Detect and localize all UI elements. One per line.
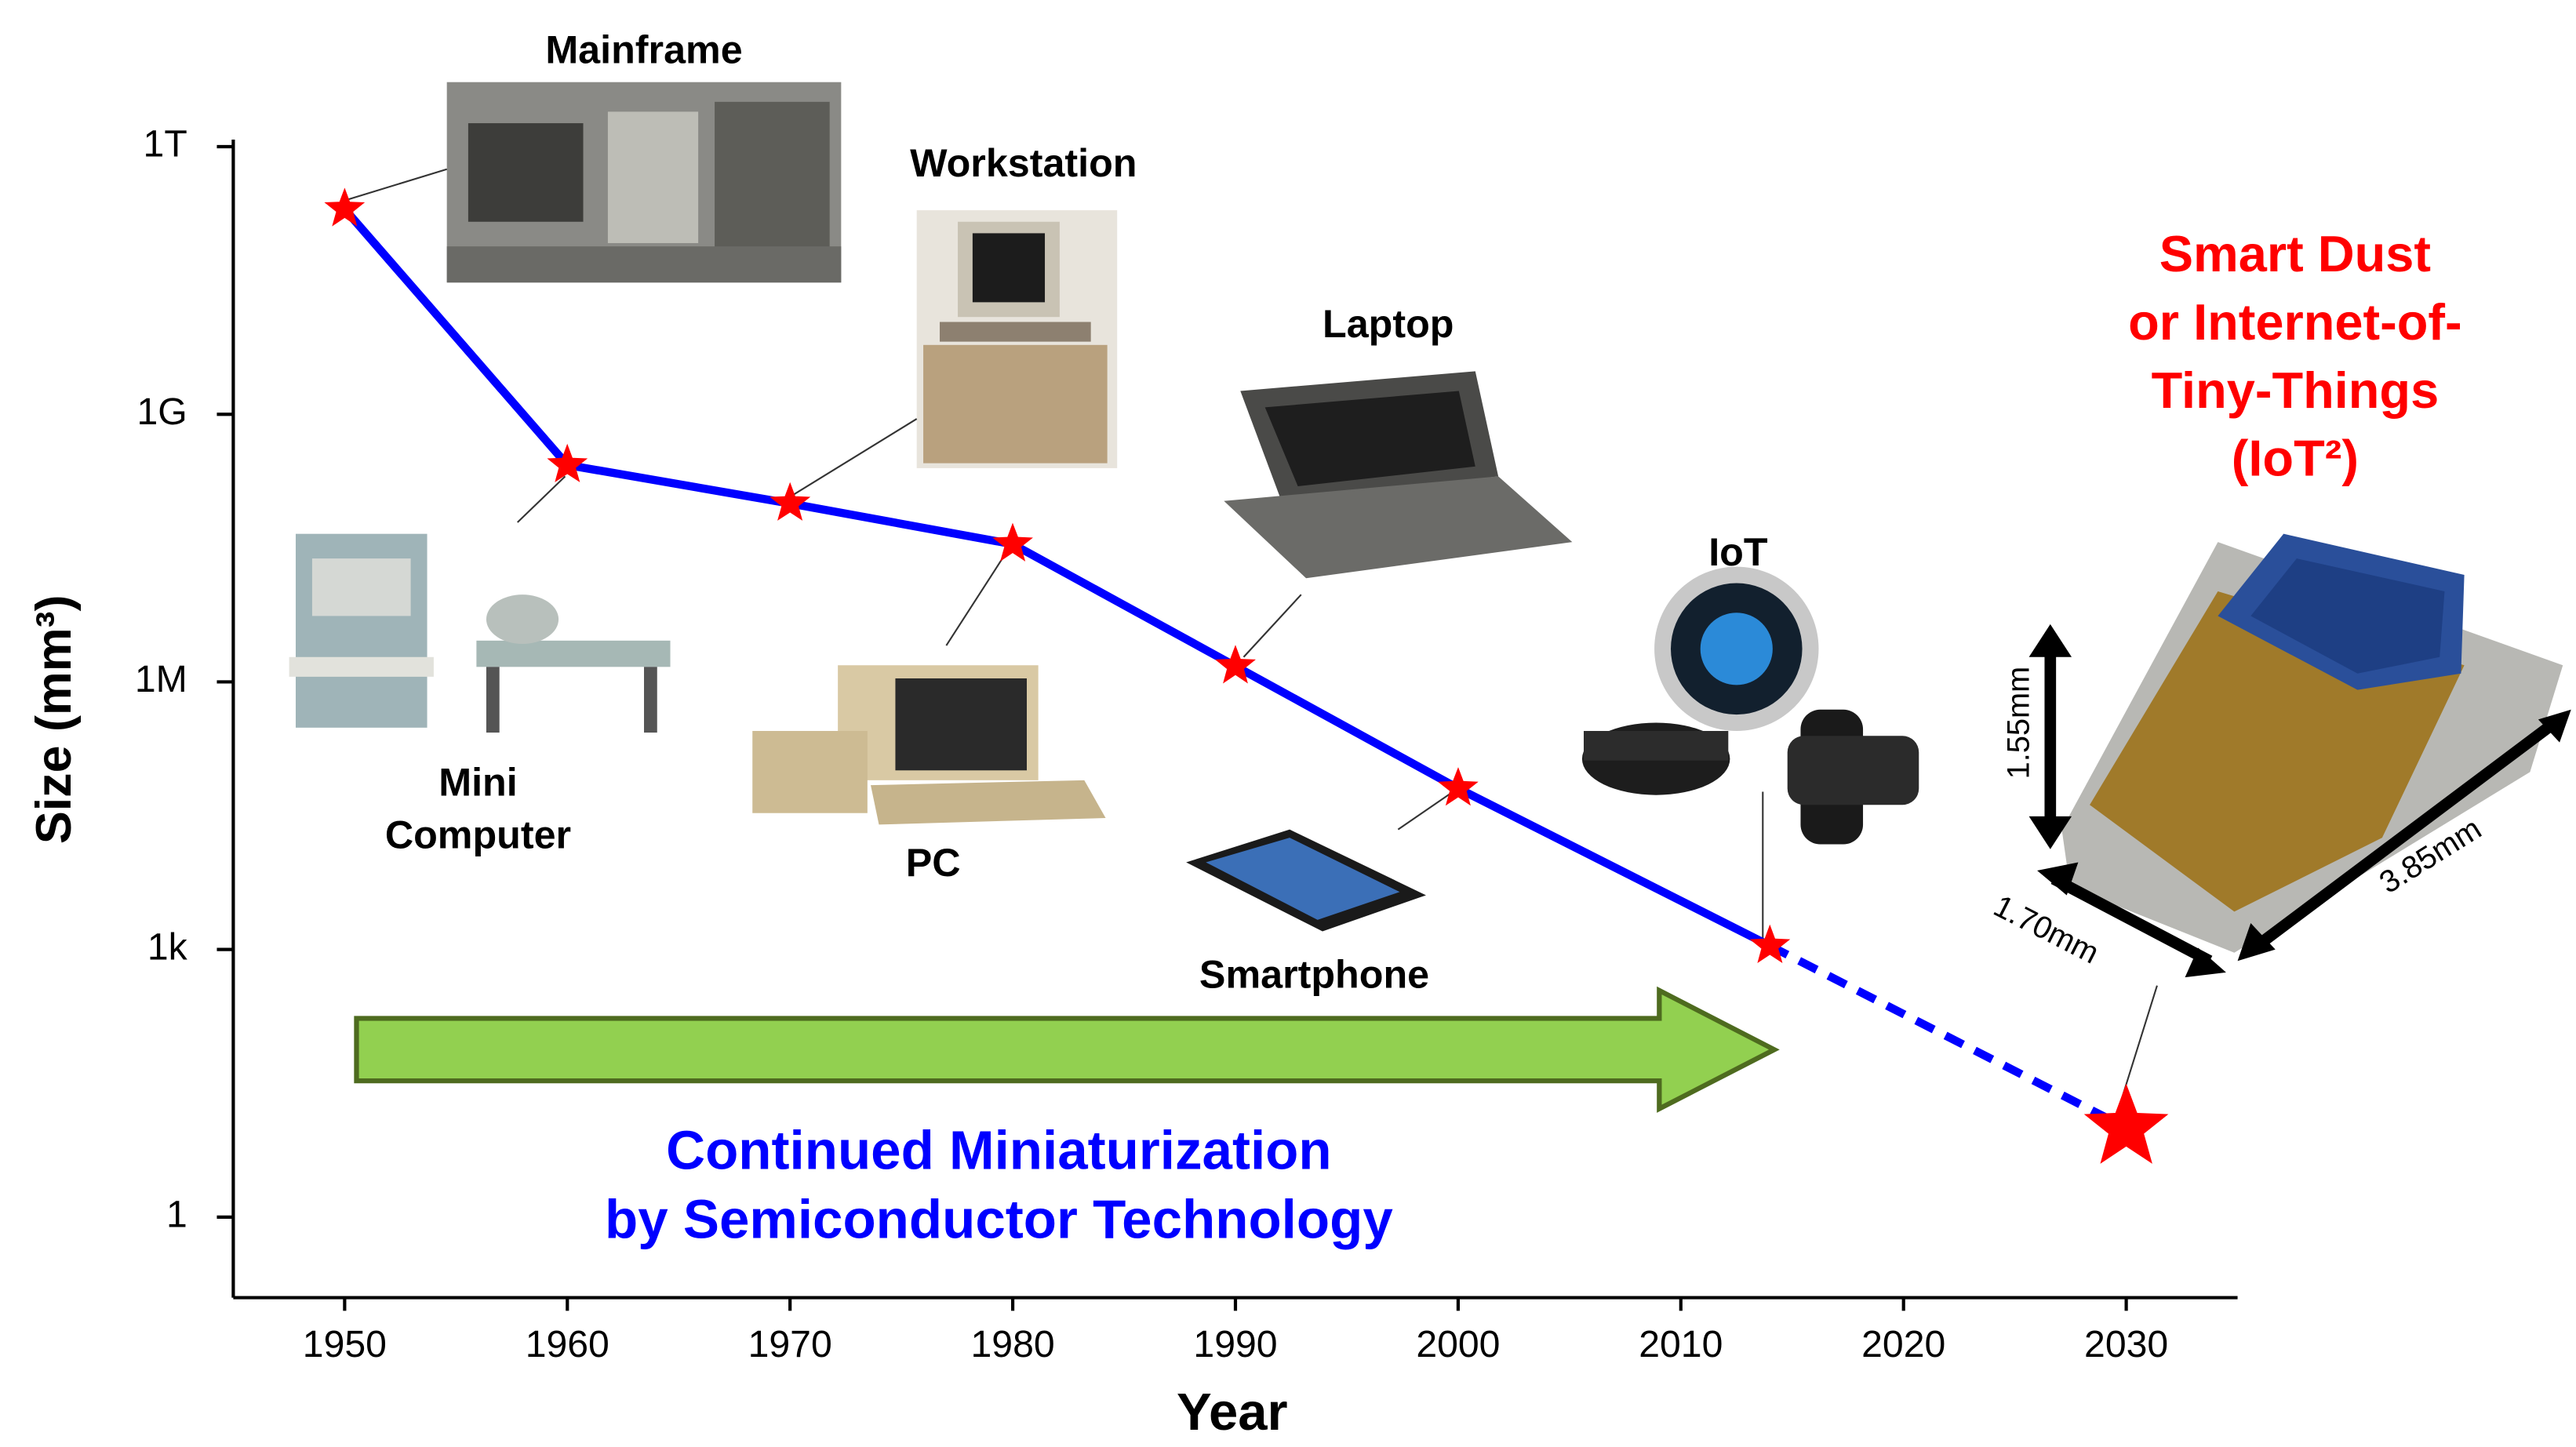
annotation: or Internet-of- [2128, 293, 2461, 351]
annotation: Mini [438, 760, 517, 804]
x-axis-label: Year [1177, 1383, 1288, 1442]
chart: Year Size (mm³) 1950 1960 1970 1980 1990 2000… [0, 0, 2576, 1447]
pc-photo [752, 665, 1105, 824]
smart-dust-photo [2061, 534, 2563, 953]
iot-photo [1582, 567, 1919, 845]
annotation: 1.55mm [2002, 667, 2036, 780]
x-tick-label: 2030 [2084, 1323, 2168, 1365]
annotation: Workstation [910, 141, 1137, 185]
y-tick-label: 1M [135, 658, 187, 700]
data-marker [2084, 1084, 2169, 1164]
annotation: by Semiconductor Technology [605, 1189, 1393, 1250]
annotation: Mainframe [545, 27, 742, 71]
mainframe-photo [447, 82, 842, 283]
annotation: Laptop [1323, 302, 1454, 346]
smartphone-photo [1186, 830, 1426, 932]
annotation: Tiny-Things [2152, 362, 2440, 419]
annotation: IoT [1708, 530, 1768, 574]
annotation: Smartphone [1199, 952, 1429, 996]
workstation-photo [917, 210, 1118, 468]
x-tick-label: 2000 [1416, 1323, 1500, 1365]
annotation: Smart Dust [2159, 225, 2431, 282]
annotation: PC [906, 841, 961, 885]
annotation: (IoT²) [2232, 430, 2359, 487]
annotation: Continued Miniaturization [666, 1120, 1331, 1181]
trend-arrow [356, 991, 1774, 1109]
page: Year Size (mm³) 1950 1960 1970 1980 1990 2000… [0, 0, 2576, 1447]
y-tick-label: 1k [147, 925, 188, 968]
laptop-photo [1224, 371, 1572, 578]
y-tick-label: 1 [166, 1194, 187, 1236]
x-tick-label: 1990 [1193, 1323, 1277, 1365]
chart-area: Year Size (mm³) 1950 1960 1970 1980 1990 2000… [27, 27, 2571, 1442]
y-tick-label: 1G [137, 391, 187, 433]
x-tick-label: 2010 [1639, 1323, 1723, 1365]
x-tick-label: 1960 [526, 1323, 609, 1365]
x-tick-label: 2020 [1861, 1323, 1945, 1365]
annotation: Computer [385, 813, 571, 856]
x-tick-label: 1980 [971, 1323, 1055, 1365]
x-tick-label: 1970 [748, 1323, 832, 1365]
series-line [1770, 946, 2126, 1128]
mini-computer-photo [289, 534, 671, 733]
x-tick-label: 1950 [303, 1323, 387, 1365]
y-axis-label: Size (mm³) [27, 595, 82, 845]
y-tick-label: 1T [144, 123, 187, 165]
